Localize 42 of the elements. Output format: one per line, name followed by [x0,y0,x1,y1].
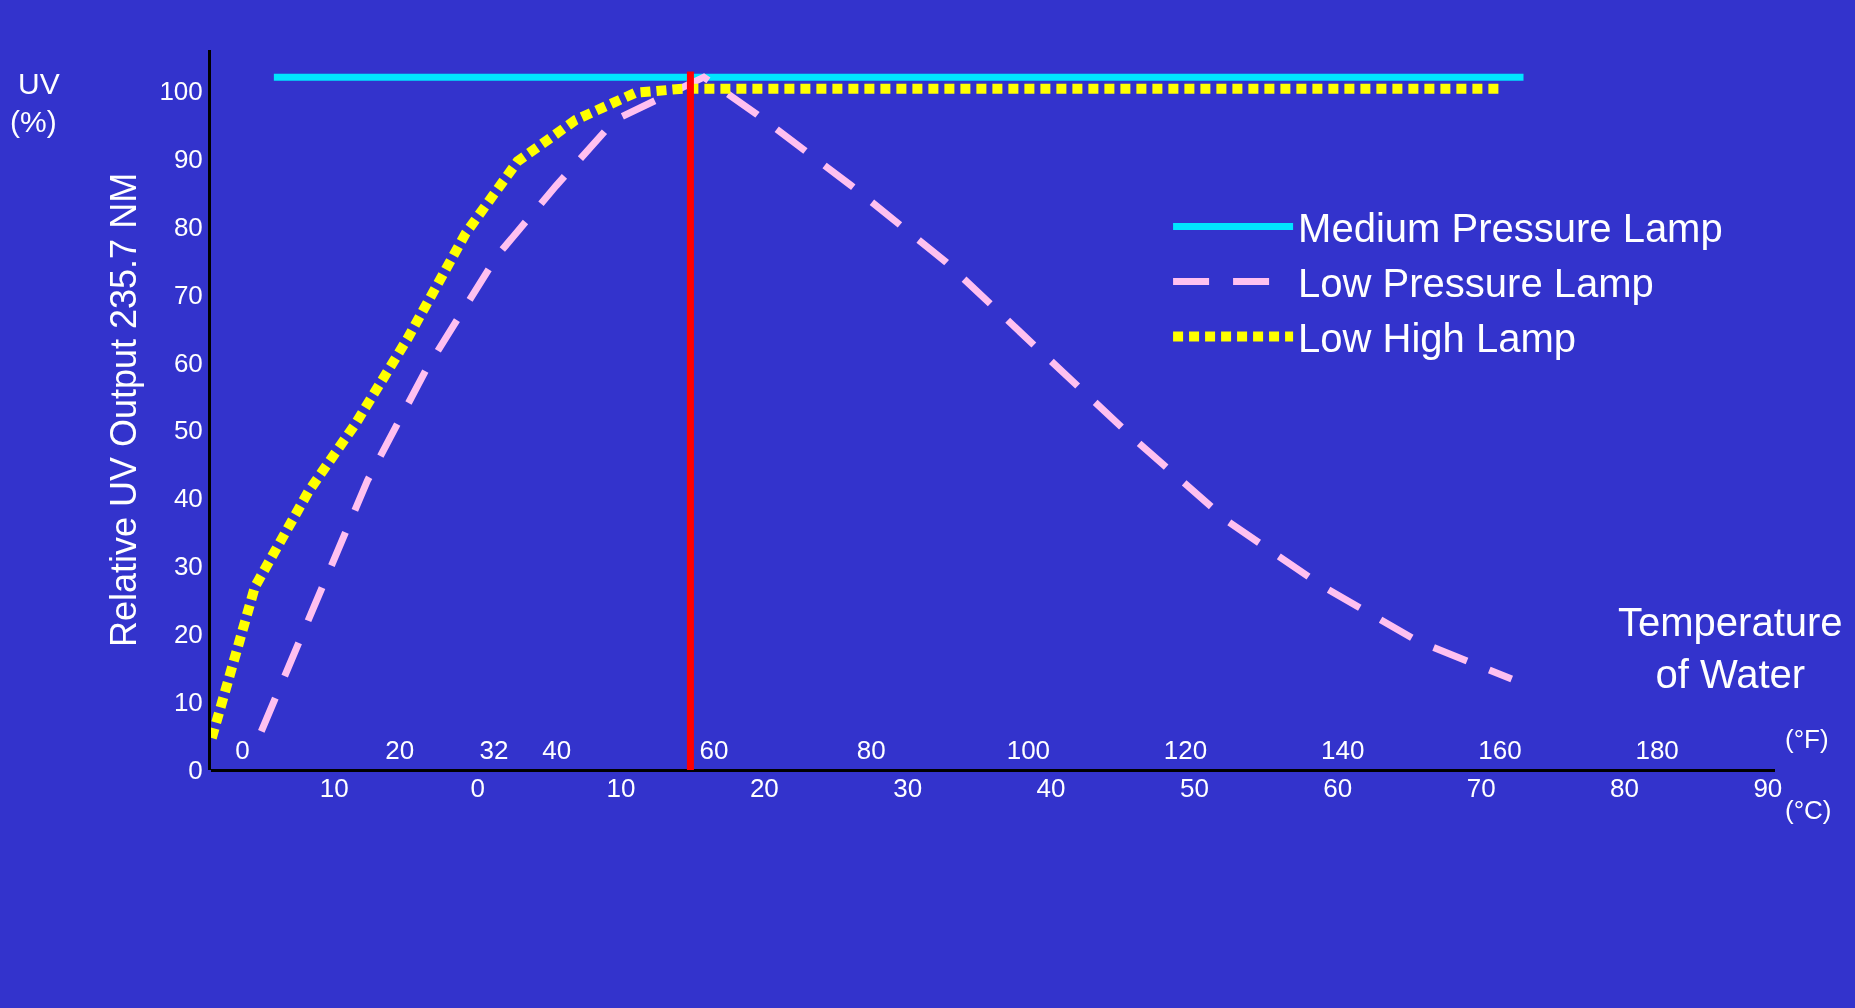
x2-tick-label: 90 [1753,773,1783,803]
y-tick-label: 30 [173,551,203,582]
x2-tick-label: 50 [1179,773,1209,803]
x2-tick-label: 10 [606,773,636,803]
y-tick-label: 0 [188,755,203,786]
text: UV [18,67,60,100]
x2-tick-label: 40 [1036,773,1066,803]
x-tick-label: 32 [479,734,509,765]
x-tick-label: 40 [542,734,572,765]
y-tick-label: 60 [173,347,203,378]
x2-axis-title: (°C) [1785,795,1832,825]
legend-label: Low Pressure Lamp [1298,261,1654,306]
y-tick-label: 50 [173,415,203,446]
legend-label: Low High Lamp [1298,316,1577,361]
x2-tick-label: 20 [749,773,779,803]
x2-tick-label: 70 [1466,773,1496,803]
x-tick-label: 160 [1478,734,1522,765]
y-tick-label: 20 [173,619,203,650]
y-tick-label: 80 [173,211,203,242]
text: (%) [10,105,57,138]
x-axis-title: (°F) [1785,724,1829,754]
y-tick-label: 100 [159,75,203,106]
y-tick-label: 10 [173,687,203,718]
x-tick-label: 60 [699,734,729,765]
x-tick-label: 80 [856,734,886,765]
x-tick-label: 100 [1006,734,1051,765]
x-tick-label: 120 [1163,734,1208,765]
x2-tick-label: 80 [1610,773,1639,803]
x-tick-label: 20 [385,734,415,765]
y-axis-title: Relative UV Output 235.7 NM [103,172,145,648]
x2-tick-label: 60 [1323,773,1353,803]
x-tick-label: 0 [235,734,250,765]
x-tick-label: 140 [1321,734,1365,765]
y-tick-label: 70 [173,279,203,310]
annotation: Temperature of Water [1618,600,1843,696]
x2-tick-label: 0 [470,773,485,803]
x2-tick-label: 30 [893,773,923,803]
x2-tick-label: 10 [319,773,349,803]
y-tick-label: 40 [173,483,203,514]
y-tick-label: 90 [173,143,203,174]
legend-label: Medium Pressure Lamp [1298,206,1723,251]
x-tick-label: 180 [1635,734,1679,765]
